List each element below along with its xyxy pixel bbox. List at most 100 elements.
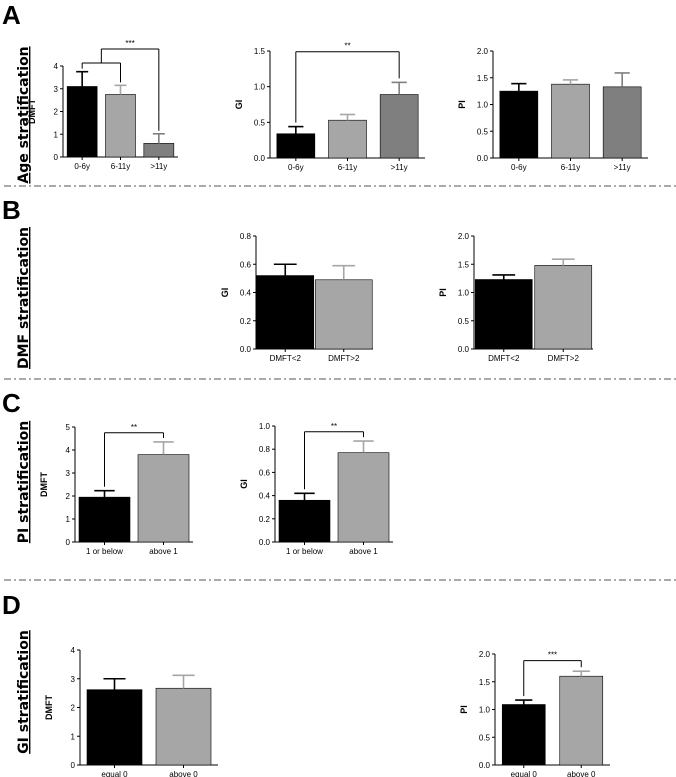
chart-b1: 0.0 0.2 0.4 0.6 0.8 GI DMFT<2 DMFT>2 (220, 232, 373, 363)
x-tick-label: 0-6y (74, 162, 90, 171)
y-tick-label: 1.0 (458, 289, 470, 298)
bar (534, 265, 593, 350)
y-tick-label: 0 (54, 153, 59, 162)
x-tick-label: above 0 (567, 770, 596, 777)
y-tick-label: 2 (66, 492, 71, 501)
y-tick-label: 0.0 (259, 538, 271, 547)
y-tick-label: 5 (66, 423, 71, 432)
x-tick-label: DMFT<2 (270, 354, 302, 363)
y-tick-label: 0.0 (254, 154, 266, 163)
bar (66, 86, 98, 158)
y-tick-label: 0 (71, 761, 76, 770)
y-tick-label: 4 (54, 62, 59, 71)
bar (256, 275, 315, 350)
x-tick-label: above 1 (349, 547, 378, 556)
panel-letter-d: D (2, 590, 21, 620)
y-tick-label: 0.5 (254, 118, 266, 127)
y-tick-label: 0.0 (477, 154, 489, 163)
chart-b2: 0.0 0.5 1.0 1.5 2.0 PI DMFT<2 DMFT>2 (438, 232, 593, 363)
x-tick-label: above 1 (149, 547, 178, 556)
y-tick-label: 0.5 (479, 733, 491, 742)
y-tick-label: 1.5 (458, 260, 470, 269)
x-tick-label: 1 or below (86, 547, 123, 556)
y-tick-label: 0.5 (458, 317, 470, 326)
bar (602, 86, 642, 159)
y-axis-label: DMFT (27, 99, 37, 124)
chart-a3: 0.0 0.5 1.0 1.5 2.0 PI 0-6y 6-11y >11y (457, 47, 648, 172)
y-tick-label: 1.5 (477, 74, 489, 83)
y-tick-label: 0.2 (259, 515, 271, 524)
y-tick-label: 0.0 (240, 345, 252, 354)
bar (105, 94, 136, 158)
y-axis-label: DMFT (44, 695, 54, 720)
y-axis-label: PI (457, 100, 467, 109)
y-tick-label: 2 (71, 704, 76, 713)
chart-d1: 0 1 2 3 4 DMFT equal 0 above 0 (44, 646, 218, 777)
y-tick-label: 1 (54, 130, 59, 139)
y-tick-label: 1 (71, 732, 76, 741)
y-axis-label: DMFT (39, 472, 49, 497)
x-tick-label: equal 0 (101, 770, 128, 777)
y-tick-label: 1.0 (259, 422, 271, 431)
y-tick-label: 0.8 (259, 445, 271, 454)
y-tick-label: 1.5 (254, 47, 266, 56)
x-tick-label: >11y (614, 163, 631, 172)
x-tick-label: >11y (150, 162, 167, 171)
y-tick-label: 2.0 (479, 650, 491, 659)
x-tick-label: equal 0 (511, 770, 538, 777)
y-tick-label: 3 (54, 85, 59, 94)
y-tick-label: 0.6 (259, 468, 271, 477)
chart-a1: 0 1 2 3 4 DMFT 0-6y 6-11y >11y *** (27, 39, 178, 171)
x-tick-label: 1 or below (286, 547, 323, 556)
y-tick-label: 4 (66, 446, 71, 455)
bar (78, 496, 131, 543)
bar (499, 90, 539, 159)
chart-c2: 0.0 0.2 0.4 0.6 0.8 1.0 GI 1 or below above 1 ** (239, 422, 393, 556)
y-axis-label: PI (438, 288, 448, 297)
x-tick-label: DMFT>2 (548, 354, 580, 363)
x-tick-label: DMFT<2 (488, 354, 520, 363)
y-tick-label: 3 (66, 469, 71, 478)
y-tick-label: 0.0 (458, 345, 470, 354)
y-tick-label: 0.5 (477, 127, 489, 136)
y-tick-label: 0.8 (240, 232, 252, 241)
x-tick-label: 0-6y (288, 163, 304, 172)
row-label-age: Age stratification (16, 46, 32, 183)
x-tick-label: 6-11y (561, 163, 580, 172)
y-tick-label: 1.5 (479, 678, 491, 687)
y-axis-label: GI (220, 288, 230, 298)
y-tick-label: 0.6 (240, 260, 252, 269)
bar (276, 133, 316, 159)
bar (559, 675, 604, 766)
bar (314, 279, 373, 350)
panel-letter-c: C (2, 388, 21, 418)
bar (501, 704, 546, 766)
x-tick-label: >11y (391, 163, 408, 172)
chart-a2: 0.0 0.5 1.0 1.5 GI 0-6y 6-11y >11y ** (234, 42, 425, 172)
bar (143, 143, 175, 158)
y-axis-label: GI (239, 479, 249, 489)
y-tick-label: 1.0 (254, 83, 266, 92)
significance-label: ** (344, 42, 350, 51)
significance-label: *** (548, 651, 557, 660)
bar (155, 687, 212, 766)
y-tick-label: 2 (54, 108, 59, 117)
y-tick-label: 1.0 (479, 706, 491, 715)
bar (86, 689, 143, 766)
x-tick-label: DMFT>2 (328, 354, 360, 363)
y-tick-label: 0.4 (240, 289, 252, 298)
row-label-pi: PI stratification (16, 421, 32, 543)
bar (379, 94, 419, 159)
bar (474, 279, 533, 350)
significance-label: ** (331, 422, 337, 431)
chart-c1: 0 1 2 3 4 5 DMFT 1 or below above 1 ** (39, 423, 193, 556)
y-tick-label: 2.0 (458, 232, 470, 241)
y-tick-label: 0 (66, 538, 71, 547)
bar (337, 452, 390, 543)
y-tick-label: 4 (71, 646, 76, 655)
chart-d2: 0.0 0.5 1.0 1.5 2.0 PI equal 0 above 0 *** (459, 650, 610, 777)
x-tick-label: above 0 (169, 770, 198, 777)
y-tick-label: 0.2 (240, 317, 252, 326)
row-label-dmf: DMF stratification (16, 227, 32, 369)
y-tick-label: 3 (71, 675, 76, 684)
